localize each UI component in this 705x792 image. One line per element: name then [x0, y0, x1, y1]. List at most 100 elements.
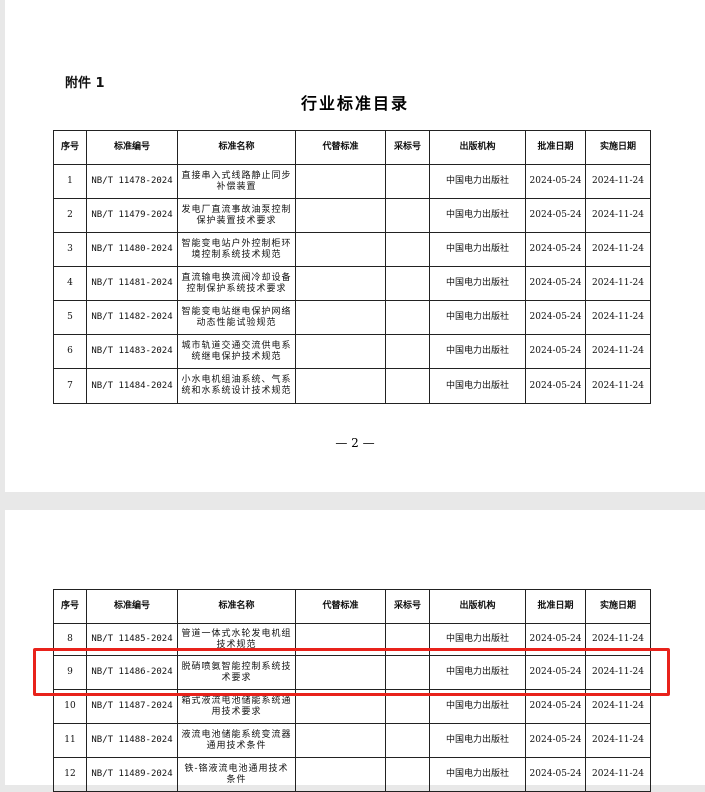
approval-date-cell: 2024-05-24 [525, 655, 586, 690]
approval-date-cell: 2024-05-24 [525, 757, 586, 792]
column-header-replaced-standard: 代替标准 [295, 589, 386, 624]
standard-code-cell: NB/T 11489-2024 [86, 757, 178, 792]
row-number-cell: 3 [53, 232, 87, 267]
standard-name-cell: 铁-铬液流电池通用技术条件 [177, 757, 296, 792]
standard-code-cell: NB/T 11479-2024 [86, 198, 178, 233]
standards-table-page1: 序号 标准编号 标准名称 代替标准 采标号 出版机构 批准日期 实施日期 1 NB/T 11478… [53, 130, 651, 404]
replaced-standard-cell [295, 164, 386, 199]
publisher-cell: 中国电力出版社 [429, 723, 526, 758]
replaced-standard-cell [295, 300, 386, 335]
standard-name-cell: 直接串入式线路静止同步补偿装置 [177, 164, 296, 199]
table-row: 7 NB/T 11484-2024 小水电机组油系统、气系统和水系统设计技术规范 中国… [53, 368, 651, 404]
column-header-standard-code: 标准编号 [86, 130, 178, 165]
publisher-cell: 中国电力出版社 [429, 198, 526, 233]
standard-code-cell: NB/T 11478-2024 [86, 164, 178, 199]
header-row: 序号 标准编号 标准名称 代替标准 采标号 出版机构 批准日期 实施日期 [53, 130, 651, 165]
replaced-standard-cell [295, 266, 386, 301]
table-row: 4 NB/T 11481-2024 直流输电换流阀冷却设备控制保护系统技术要求 中国电… [53, 266, 651, 301]
standard-code-cell: NB/T 11481-2024 [86, 266, 178, 301]
adopted-standard-cell [385, 757, 430, 792]
standard-name-cell: 小水电机组油系统、气系统和水系统设计技术规范 [177, 368, 296, 404]
publisher-cell: 中国电力出版社 [429, 655, 526, 690]
publisher-cell: 中国电力出版社 [429, 757, 526, 792]
column-header-publisher: 出版机构 [429, 130, 526, 165]
effective-date-cell: 2024-11-24 [585, 757, 651, 792]
effective-date-cell: 2024-11-24 [585, 266, 651, 301]
table-row: 5 NB/T 11482-2024 智能变电站继电保护网络动态性能试验规范 中国电力出… [53, 300, 651, 335]
effective-date-cell: 2024-11-24 [585, 300, 651, 335]
standard-name-cell: 液流电池储能系统变流器通用技术条件 [177, 723, 296, 758]
attachment-label: 附件 1 [65, 76, 105, 91]
column-header-approval-date: 批准日期 [525, 130, 586, 165]
highlight-box [33, 648, 670, 696]
approval-date-cell: 2024-05-24 [525, 723, 586, 758]
standard-code-cell: NB/T 11484-2024 [86, 368, 178, 404]
column-header-publisher: 出版机构 [429, 589, 526, 624]
publisher-cell: 中国电力出版社 [429, 232, 526, 267]
column-header-standard-name: 标准名称 [177, 130, 296, 165]
replaced-standard-cell [295, 723, 386, 758]
standard-code-cell: NB/T 11483-2024 [86, 334, 178, 369]
adopted-standard-cell [385, 266, 430, 301]
column-header-standard-name: 标准名称 [177, 589, 296, 624]
table-row: 11 NB/T 11488-2024 液流电池储能系统变流器通用技术条件 中国电力出版… [53, 723, 651, 758]
standard-name-cell: 发电厂直流事故油泵控制保护装置技术要求 [177, 198, 296, 233]
adopted-standard-cell [385, 368, 430, 404]
row-number-cell: 9 [53, 655, 87, 690]
adopted-standard-cell [385, 198, 430, 233]
standard-name-cell: 智能变电站继电保护网络动态性能试验规范 [177, 300, 296, 335]
column-header-replaced-standard: 代替标准 [295, 130, 386, 165]
row-number-cell: 11 [53, 723, 87, 758]
standard-name-cell: 城市轨道交通交流供电系统继电保护技术规范 [177, 334, 296, 369]
row-number-cell: 2 [53, 198, 87, 233]
table-row: 1 NB/T 11478-2024 直接串入式线路静止同步补偿装置 中国电力出版社 20… [53, 164, 651, 199]
adopted-standard-cell [385, 723, 430, 758]
adopted-standard-cell [385, 164, 430, 199]
row-number-cell: 5 [53, 300, 87, 335]
header-row: 序号 标准编号 标准名称 代替标准 采标号 出版机构 批准日期 实施日期 [53, 589, 651, 624]
column-header-adopted-standard: 采标号 [385, 589, 430, 624]
approval-date-cell: 2024-05-24 [525, 198, 586, 233]
publisher-cell: 中国电力出版社 [429, 266, 526, 301]
publisher-cell: 中国电力出版社 [429, 334, 526, 369]
standard-code-cell: NB/T 11480-2024 [86, 232, 178, 267]
table-row: 9 NB/T 11486-2024 脱硝喷氨智能控制系统技术要求 中国电力出版社 202… [53, 655, 651, 690]
column-header-effective-date: 实施日期 [585, 589, 651, 624]
standard-code-cell: NB/T 11482-2024 [86, 300, 178, 335]
standard-name-cell: 直流输电换流阀冷却设备控制保护系统技术要求 [177, 266, 296, 301]
publisher-cell: 中国电力出版社 [429, 164, 526, 199]
replaced-standard-cell [295, 198, 386, 233]
approval-date-cell: 2024-05-24 [525, 232, 586, 267]
replaced-standard-cell [295, 368, 386, 404]
row-number-cell: 7 [53, 368, 87, 404]
column-header-row-number: 序号 [53, 589, 87, 624]
standard-name-cell: 智能变电站户外控制柜环境控制系统技术规范 [177, 232, 296, 267]
table-row: 12 NB/T 11489-2024 铁-铬液流电池通用技术条件 中国电力出版社 202… [53, 757, 651, 792]
column-header-approval-date: 批准日期 [525, 589, 586, 624]
approval-date-cell: 2024-05-24 [525, 368, 586, 404]
adopted-standard-cell [385, 334, 430, 369]
table-row: 3 NB/T 11480-2024 智能变电站户外控制柜环境控制系统技术规范 中国电力… [53, 232, 651, 267]
column-header-row-number: 序号 [53, 130, 87, 165]
replaced-standard-cell [295, 757, 386, 792]
replaced-standard-cell [295, 334, 386, 369]
approval-date-cell: 2024-05-24 [525, 164, 586, 199]
row-number-cell: 4 [53, 266, 87, 301]
page-title: 行业标准目录 [300, 94, 409, 113]
adopted-standard-cell [385, 300, 430, 335]
standard-code-cell: NB/T 11488-2024 [86, 723, 178, 758]
publisher-cell: 中国电力出版社 [429, 368, 526, 404]
effective-date-cell: 2024-11-24 [585, 198, 651, 233]
table-row: 6 NB/T 11483-2024 城市轨道交通交流供电系统继电保护技术规范 中国电力… [53, 334, 651, 369]
column-header-adopted-standard: 采标号 [385, 130, 430, 165]
effective-date-cell: 2024-11-24 [585, 723, 651, 758]
effective-date-cell: 2024-11-24 [585, 334, 651, 369]
replaced-standard-cell [295, 232, 386, 267]
table-row: 2 NB/T 11479-2024 发电厂直流事故油泵控制保护装置技术要求 中国电力出… [53, 198, 651, 233]
row-number-cell: 1 [53, 164, 87, 199]
approval-date-cell: 2024-05-24 [525, 266, 586, 301]
publisher-cell: 中国电力出版社 [429, 300, 526, 335]
effective-date-cell: 2024-11-24 [585, 164, 651, 199]
effective-date-cell: 2024-11-24 [585, 368, 651, 404]
effective-date-cell: 2024-11-24 [585, 232, 651, 267]
